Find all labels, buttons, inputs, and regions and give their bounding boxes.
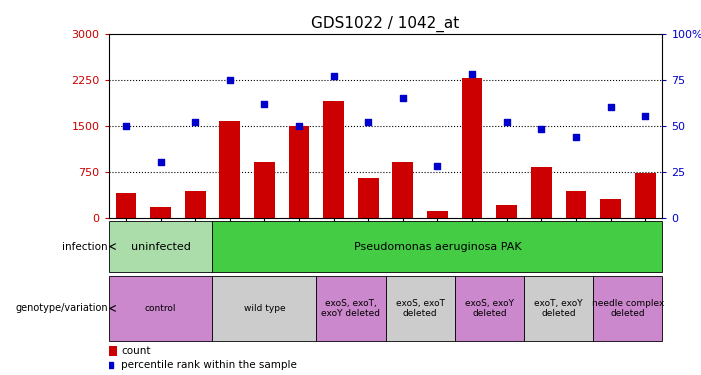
Text: exoS, exoT
deleted: exoS, exoT deleted — [395, 299, 444, 318]
Point — [362, 119, 374, 125]
Point — [571, 134, 582, 140]
Bar — [593, 276, 662, 341]
Bar — [185, 191, 205, 217]
Point — [432, 163, 443, 169]
Bar — [531, 167, 552, 218]
Bar — [566, 191, 586, 217]
Bar — [358, 178, 379, 218]
Bar — [600, 199, 621, 217]
Title: GDS1022 / 1042_at: GDS1022 / 1042_at — [311, 16, 460, 32]
Text: control: control — [145, 304, 177, 313]
Bar — [316, 276, 386, 341]
Text: genotype/variation: genotype/variation — [15, 303, 108, 313]
Point — [259, 100, 270, 106]
Bar — [219, 121, 240, 218]
Bar — [116, 193, 137, 217]
Bar — [393, 162, 414, 218]
Text: count: count — [121, 346, 151, 356]
Bar — [254, 162, 275, 218]
Bar — [455, 276, 524, 341]
Point — [121, 123, 132, 129]
Text: percentile rank within the sample: percentile rank within the sample — [121, 360, 297, 370]
Bar — [386, 276, 455, 341]
Bar — [524, 276, 593, 341]
Text: Pseudomonas aeruginosa PAK: Pseudomonas aeruginosa PAK — [354, 242, 522, 252]
Point — [189, 119, 200, 125]
Bar — [427, 211, 448, 217]
Bar — [109, 276, 212, 341]
Point — [328, 73, 339, 79]
Point — [501, 119, 512, 125]
Point — [155, 159, 166, 165]
Point — [639, 113, 651, 119]
Text: wild type: wild type — [243, 304, 285, 313]
Point — [466, 71, 477, 77]
Bar — [635, 173, 655, 217]
Point — [605, 104, 616, 110]
Point — [397, 95, 409, 101]
Text: exoS, exoY
deleted: exoS, exoY deleted — [465, 299, 514, 318]
Bar — [462, 78, 482, 218]
Bar — [496, 205, 517, 218]
Bar — [109, 346, 116, 356]
Bar — [150, 207, 171, 218]
Bar — [212, 221, 662, 272]
Text: uninfected: uninfected — [130, 242, 191, 252]
Point — [536, 126, 547, 132]
Bar — [289, 126, 309, 218]
Point — [224, 77, 236, 83]
Bar — [212, 276, 316, 341]
Bar — [323, 101, 344, 217]
Text: needle complex
deleted: needle complex deleted — [592, 299, 664, 318]
Bar — [109, 221, 212, 272]
Text: exoS, exoT,
exoY deleted: exoS, exoT, exoY deleted — [322, 299, 381, 318]
Text: infection: infection — [62, 242, 108, 252]
Text: exoT, exoY
deleted: exoT, exoY deleted — [534, 299, 583, 318]
Point — [294, 123, 305, 129]
